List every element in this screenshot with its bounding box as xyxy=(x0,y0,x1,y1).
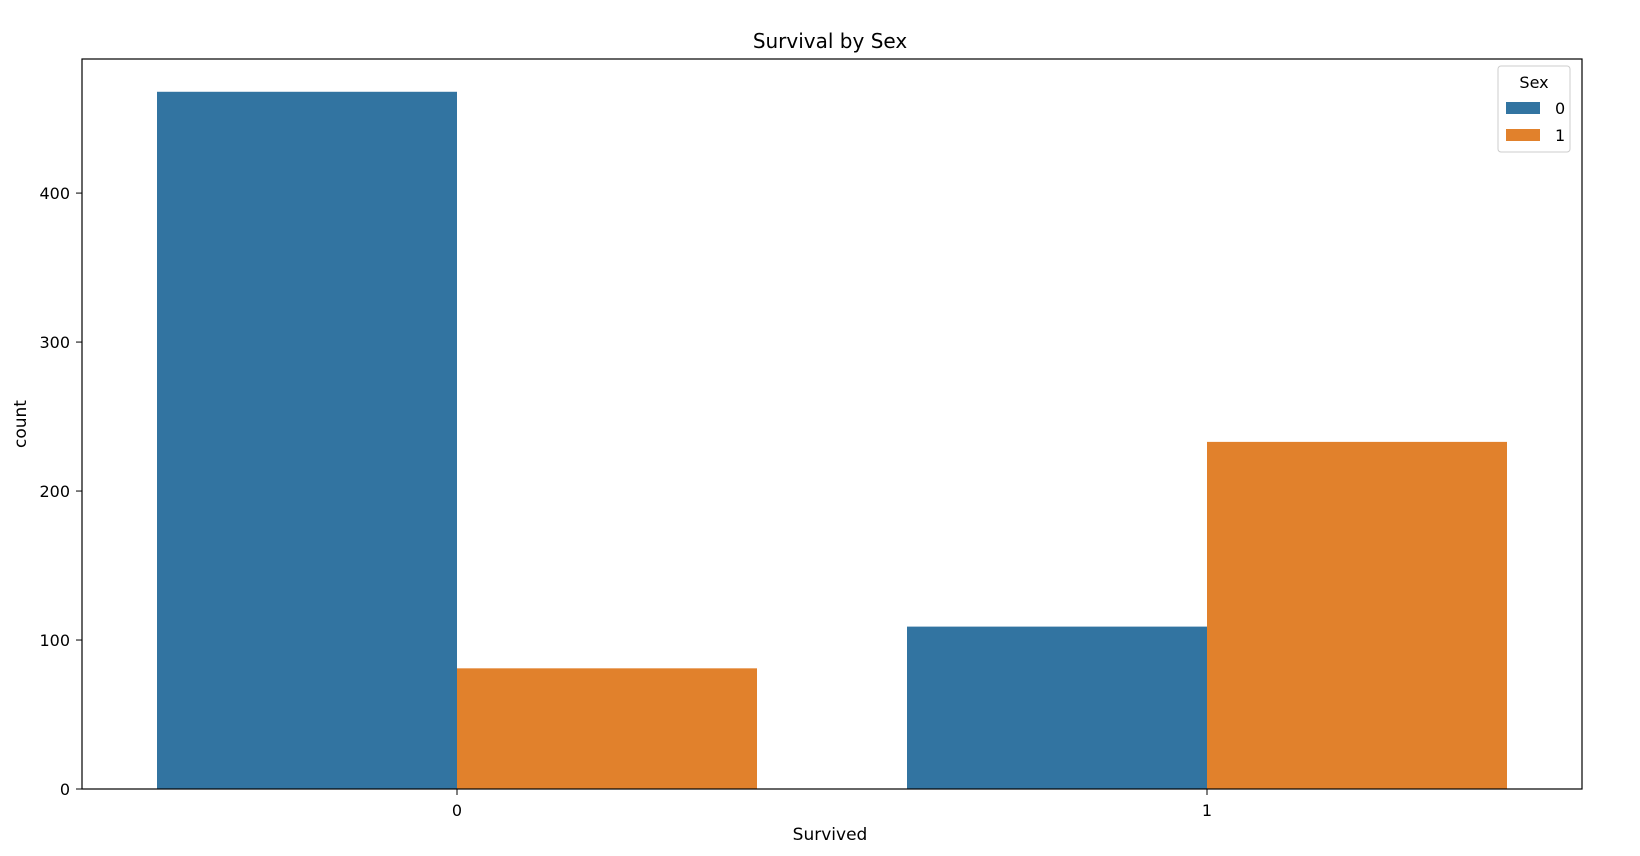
legend-label-0: 0 xyxy=(1555,99,1565,118)
y-axis: 0 100 200 300 400 xyxy=(39,184,82,799)
bar-survived-0-sex-0 xyxy=(157,91,457,789)
x-axis-label: Survived xyxy=(793,825,868,845)
bar-survived-1-sex-0 xyxy=(907,626,1207,789)
y-tick-label-400: 400 xyxy=(39,184,70,203)
legend-label-1: 1 xyxy=(1555,126,1565,145)
legend-swatch-1 xyxy=(1506,129,1540,141)
legend: Sex 0 1 xyxy=(1497,65,1571,153)
x-tick-label-0: 0 xyxy=(452,801,462,820)
bar-survived-0-sex-1 xyxy=(457,668,757,789)
legend-title: Sex xyxy=(1519,73,1548,92)
plot-frame xyxy=(81,58,1583,790)
y-tick-label-0: 0 xyxy=(60,780,70,799)
y-tick-label-100: 100 xyxy=(39,631,70,650)
bars-group xyxy=(157,91,1507,789)
bar-survived-1-sex-1 xyxy=(1207,441,1507,789)
y-tick-label-300: 300 xyxy=(39,333,70,352)
chart-title: Survival by Sex xyxy=(753,29,908,53)
legend-swatch-0 xyxy=(1506,102,1540,114)
y-tick-label-200: 200 xyxy=(39,482,70,501)
y-axis-label: count xyxy=(11,400,31,448)
x-tick-label-1: 1 xyxy=(1202,801,1212,820)
